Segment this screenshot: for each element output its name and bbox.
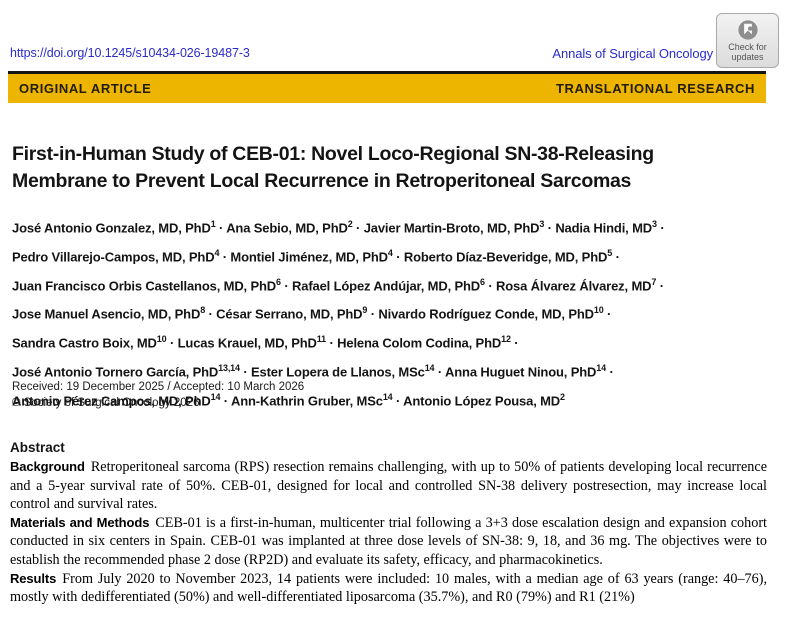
author-affiliation-sup: 14 xyxy=(424,363,435,374)
author-line: Jose Manuel Asencio, MD, PhD8 · César Se… xyxy=(12,305,612,322)
journal-name-link[interactable]: Annals of Surgical Oncology xyxy=(552,46,713,61)
author-affiliation-sup: 4 xyxy=(387,247,393,258)
author-line: Juan Francisco Orbis Castellanos, MD, Ph… xyxy=(12,276,664,293)
author-affiliation-sup: 9 xyxy=(362,305,368,316)
author-affiliation-sup: 10 xyxy=(156,334,167,345)
author-name: Jose Manuel Asencio, MD, PhD xyxy=(12,306,201,322)
author-name: Ester Lopera de Llanos, MSc xyxy=(251,364,425,380)
banner-left-label: ORIGINAL ARTICLE xyxy=(19,81,152,96)
author-affiliation-sup: 14 xyxy=(210,391,221,402)
author-line: Pedro Villarejo-Campos, MD, PhD4 · Monti… xyxy=(12,247,620,265)
abstract-background-label: Background xyxy=(10,459,85,474)
author-name: José Antonio Gonzalez, MD, PhD xyxy=(12,220,211,236)
author-affiliation-sup: 14 xyxy=(382,391,393,402)
author-affiliation-sup: 4 xyxy=(214,247,220,258)
author-name: Sandra Castro Boix, MD xyxy=(12,335,157,351)
author-name: Lucas Krauel, MD, PhD xyxy=(177,335,317,351)
author-affiliation-sup: 6 xyxy=(276,276,281,287)
check-badge-label: Check for updates xyxy=(728,42,767,62)
author-affiliation-sup: 3 xyxy=(539,219,545,229)
author-line: José Antonio Tornero García, PhD13,14 · … xyxy=(12,363,614,380)
author-affiliation-sup: 14 xyxy=(596,363,606,374)
author-name: Ann-Kathrin Gruber, MSc xyxy=(230,393,383,409)
abstract-results-text: From July 2020 to November 2023, 14 pati… xyxy=(10,570,767,606)
author-affiliation-sup: 10 xyxy=(593,305,604,316)
copyright-notice: © Society of Surgical Oncology 2026 xyxy=(12,397,200,409)
author-affiliation-sup: 13,14 xyxy=(218,363,240,374)
author-affiliation-sup: 2 xyxy=(560,391,565,402)
author-name: César Serrano, MD, PhD xyxy=(216,306,363,322)
author-line: Antonio Pérez Campos, MD, PhD14 · Ann-Ka… xyxy=(12,391,565,409)
check-for-updates-badge[interactable]: Check for updates xyxy=(716,13,779,68)
author-name: Ana Sebio, MD, PhD xyxy=(226,220,348,236)
abstract-methods-paragraph: Materials and Methods CEB-01 is a first-i… xyxy=(10,514,767,570)
author-affiliation-sup: 2 xyxy=(347,219,353,229)
received-accepted-dates: Received: 19 December 2025 / Accepted: 1… xyxy=(12,381,305,393)
author-name: Helena Colom Codina, PhD xyxy=(337,335,502,351)
author-affiliation-sup: 11 xyxy=(316,334,327,345)
author-affiliation-sup: 8 xyxy=(200,305,206,316)
author-lines: José Antonio Gonzalez, MD, PhD1 · Ana Se… xyxy=(12,212,665,414)
article-title: First-in-Human Study of CEB-01: Novel Lo… xyxy=(12,141,654,194)
author-affiliation-sup: 7 xyxy=(651,276,657,287)
author-name: Rosa Álvarez Álvarez, MD xyxy=(496,277,652,293)
crossmark-icon xyxy=(737,20,758,40)
author-name: Antonio López Pousa, MD xyxy=(403,393,561,409)
author-name: Pedro Villarejo-Campos, MD, PhD xyxy=(12,249,215,265)
author-affiliation-sup: 3 xyxy=(652,219,657,229)
abstract-results-label: Results xyxy=(10,570,57,586)
author-name: Montiel Jiménez, MD, PhD xyxy=(230,249,388,265)
abstract-methods-label: Materials and Methods xyxy=(10,514,150,530)
banner-right-label: TRANSLATIONAL RESEARCH xyxy=(555,81,755,96)
abstract-heading: Abstract xyxy=(10,440,65,455)
author-name: Anna Huguet Ninou, PhD xyxy=(445,364,597,380)
author-name: Nivardo Rodríguez Conde, MD, PhD xyxy=(378,306,594,322)
author-line: Sandra Castro Boix, MD10 · Lucas Krauel,… xyxy=(12,334,519,351)
doi-link[interactable]: https://doi.org/10.1245/s10434-026-19487… xyxy=(10,46,250,60)
abstract-results-paragraph: Results From July 2020 to November 2023, … xyxy=(10,570,767,607)
abstract-section: Abstract Background Retroperitoneal sarco… xyxy=(10,440,767,607)
author-name: Juan Francisco Orbis Castellanos, MD, Ph… xyxy=(12,277,277,293)
author-name: José Antonio Tornero García, PhD xyxy=(12,364,219,380)
author-affiliation-sup: 1 xyxy=(210,219,216,229)
author-name: Rafael López Andújar, MD, PhD xyxy=(292,277,481,293)
author-affiliation-sup: 6 xyxy=(480,276,485,287)
author-affiliation-sup: 12 xyxy=(501,334,511,345)
author-name: Roberto Díaz-Beveridge, MD, PhD xyxy=(403,249,608,265)
author-line: José Antonio Gonzalez, MD, PhD1 · Ana Se… xyxy=(12,219,665,236)
author-name: Antonio Pérez Campos, MD, PhD xyxy=(12,393,211,409)
article-type-banner: ORIGINAL ARTICLE TRANSLATIONAL RESEARCH xyxy=(8,71,766,103)
author-affiliation-sup: 5 xyxy=(607,247,613,258)
author-name: Javier Martin-Broto, MD, PhD xyxy=(363,220,540,236)
abstract-methods-text: CEB-01 is a first-in-human, multicenter … xyxy=(10,514,767,568)
article-title-line2: Membrane to Prevent Local Recurrence in … xyxy=(12,169,632,192)
author-name: Nadia Hindi, MD xyxy=(555,220,653,236)
abstract-background-paragraph: Background Retroperitoneal sarcoma (RPS) … xyxy=(10,458,767,514)
article-title-line1: First-in-Human Study of CEB-01: Novel Lo… xyxy=(12,143,654,165)
abstract-background-text: Retroperitoneal sarcoma (RPS) resection … xyxy=(10,459,767,513)
